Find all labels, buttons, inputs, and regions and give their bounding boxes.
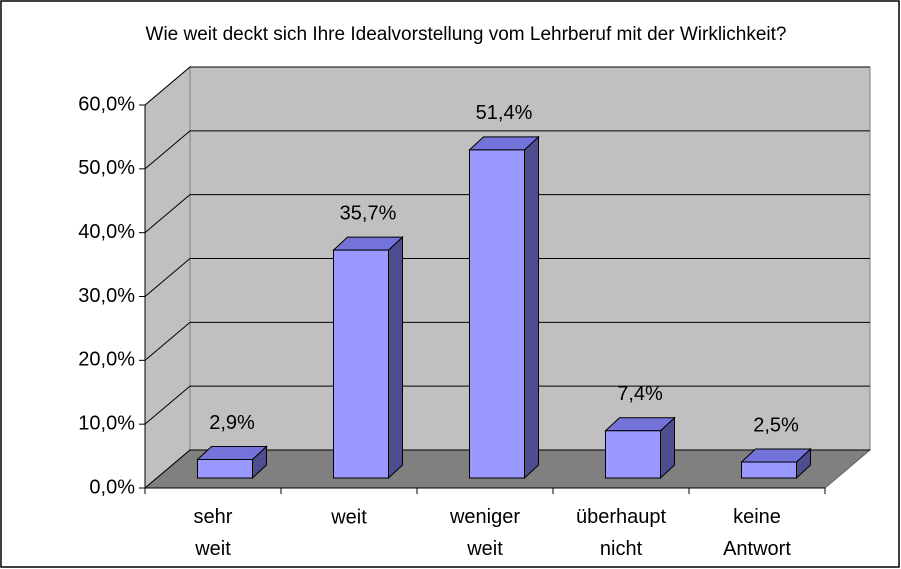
grid-line bbox=[144, 385, 870, 425]
x-tick-label: überhaupt nicht bbox=[576, 506, 667, 560]
data-label: 2,5% bbox=[753, 414, 799, 436]
bar bbox=[605, 430, 661, 479]
bar-side bbox=[524, 135, 539, 480]
bar-side bbox=[388, 235, 403, 480]
grid-line bbox=[144, 194, 870, 234]
bar bbox=[469, 149, 525, 479]
x-tick-label: keine Antwort bbox=[723, 506, 791, 560]
x-tick-label: weit bbox=[330, 506, 367, 528]
bar bbox=[333, 249, 389, 479]
grid-line bbox=[144, 258, 870, 297]
x-tick-label: weniger weit bbox=[449, 506, 520, 560]
y-tick-label: 50,0% bbox=[78, 157, 135, 179]
grid-line bbox=[144, 130, 870, 170]
grid-line bbox=[144, 321, 870, 361]
x-tick-label: sehr weit bbox=[194, 506, 233, 560]
y-tick-label: 60,0% bbox=[78, 93, 135, 115]
y-tick-label: 20,0% bbox=[78, 349, 135, 371]
chart-title: Wie weit deckt sich Ihre Idealvorstellun… bbox=[146, 24, 787, 45]
grid-line bbox=[144, 66, 870, 106]
y-tick-label: 40,0% bbox=[78, 221, 135, 243]
bar bbox=[197, 458, 253, 479]
data-label: 2,9% bbox=[209, 412, 255, 434]
bar bbox=[741, 461, 797, 479]
y-tick-label: 0,0% bbox=[89, 476, 135, 498]
data-label: 51,4% bbox=[476, 102, 533, 124]
data-label: 7,4% bbox=[617, 383, 663, 405]
y-tick-label: 30,0% bbox=[78, 285, 135, 307]
data-label: 35,7% bbox=[340, 202, 397, 224]
y-tick-label: 10,0% bbox=[78, 412, 135, 434]
